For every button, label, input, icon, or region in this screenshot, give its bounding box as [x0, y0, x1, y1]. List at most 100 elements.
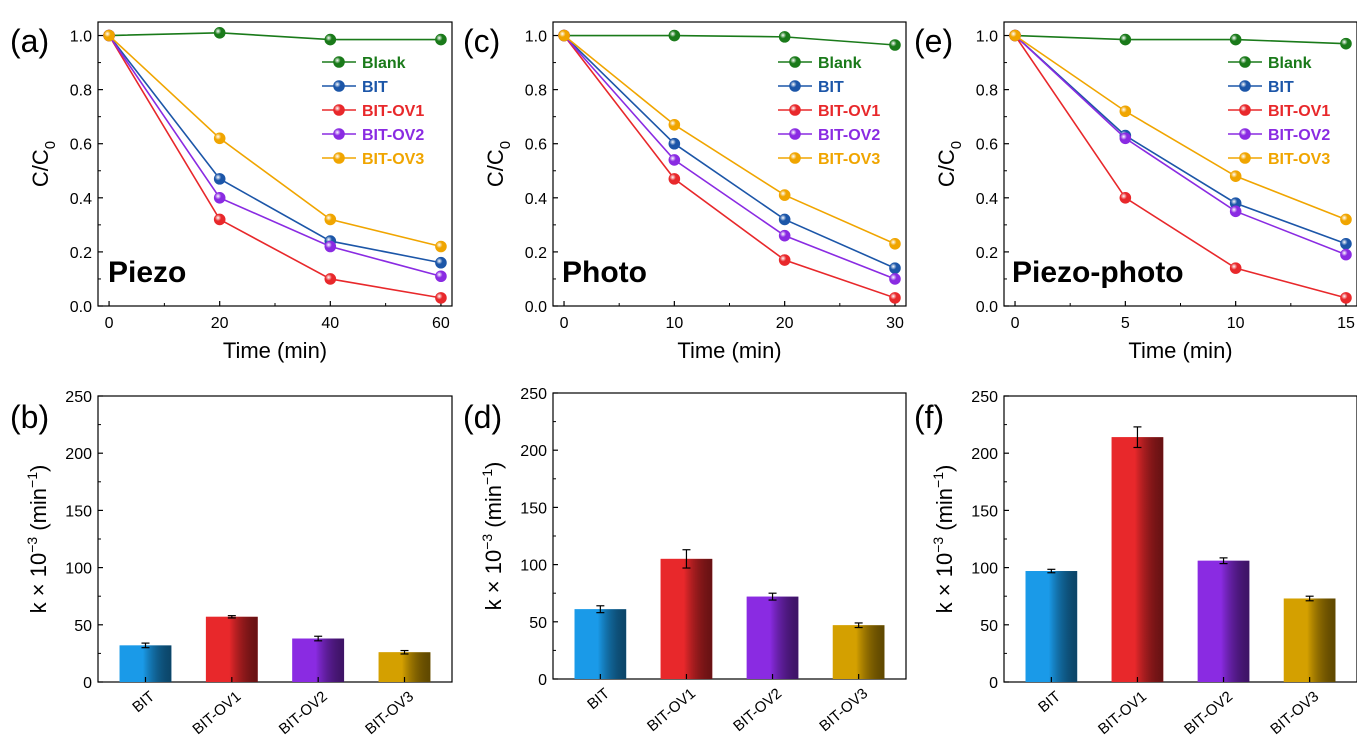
x-tick-label: 0	[1011, 315, 1020, 332]
legend-label: BIT-OV2	[818, 127, 880, 144]
data-point	[1340, 292, 1352, 304]
series-line-BIT-OV1	[1014, 35, 1347, 299]
legend-label: BIT	[818, 79, 844, 96]
data-point	[1229, 262, 1242, 274]
data-point	[778, 31, 791, 43]
condition-label: Photo	[562, 256, 647, 289]
legend-label: BIT-OV2	[362, 127, 424, 144]
y-tick-label: 0.2	[976, 245, 998, 262]
bar-panel-f: 0 50 100 150 200 250 BIT BIT-OV1 BIT-OV2 BIT-OV3 k…	[914, 389, 1357, 738]
y-tick-label: 250	[65, 389, 92, 406]
series-line-BIT-OV2	[1014, 34, 1347, 256]
series-line-BIT	[563, 34, 896, 269]
data-point	[1340, 213, 1352, 226]
condition-label: Piezo	[108, 256, 186, 289]
data-point	[889, 292, 901, 304]
panel-letter: (c)	[463, 23, 500, 59]
bar-panel-d: 0 50 100 150 200 250 BIT BIT-OV1 BIT-OV2 BIT-OV3 k…	[463, 386, 907, 735]
data-point	[1340, 37, 1352, 50]
line-panel-a: 0.0 0.2 0.4 0.6 0.8 1.0 0 20 40 60 Time (min) C/C0 (…	[10, 21, 453, 363]
x-tick-label: 0	[105, 315, 114, 332]
x-axis-title: Time (min)	[223, 338, 327, 363]
x-category-label: BIT-OV3	[362, 688, 417, 738]
series-line-BIT-OV2	[108, 35, 442, 278]
y-tick-label: 50	[74, 618, 92, 635]
y-tick-label: 0.6	[70, 137, 92, 154]
data-point	[103, 29, 115, 42]
y-tick-label: 0	[989, 675, 998, 692]
y-tick-label: 150	[520, 500, 547, 517]
series-line-BIT-OV2	[563, 34, 896, 280]
x-category-label: BIT-OV3	[1267, 688, 1322, 738]
data-point	[778, 254, 791, 266]
data-point	[435, 270, 447, 283]
legend-marker	[789, 56, 801, 68]
y-tick-label: 0.2	[70, 245, 92, 262]
data-point	[889, 262, 901, 274]
data-point	[1229, 170, 1242, 182]
x-category-label: BIT	[584, 685, 613, 713]
line-panel-c: 0.0 0.2 0.4 0.6 0.8 1.0 0 10 20 30 Time (min) C/C0 (…	[463, 21, 907, 363]
legend-marker	[789, 128, 801, 140]
x-category-label: BIT-OV2	[1181, 688, 1236, 738]
bar-BIT-OV1	[660, 558, 713, 679]
data-point	[1119, 192, 1132, 204]
y-tick-label: 1.0	[525, 29, 547, 46]
data-point	[668, 29, 681, 42]
x-category-label: BIT-OV2	[730, 685, 785, 735]
legend-marker	[1239, 56, 1251, 68]
bar-BIT-OV1	[1111, 437, 1164, 682]
y-tick-label: 1.0	[70, 29, 92, 46]
y-tick-label: 0.8	[976, 83, 998, 100]
bar-BIT-OV2	[292, 638, 345, 682]
data-point	[435, 240, 447, 253]
legend-label: BIT-OV3	[1268, 151, 1330, 168]
data-point	[889, 39, 901, 51]
series-line-Blank	[1015, 34, 1346, 45]
series-line-Blank	[109, 32, 441, 41]
data-point	[213, 132, 226, 145]
x-tick-label: 40	[321, 315, 339, 332]
bar-BIT	[574, 609, 627, 679]
y-tick-label: 50	[980, 618, 998, 635]
bar-BIT	[1025, 571, 1078, 682]
bar-panel-b: 0 50 100 150 200 250 BIT BIT-OV1 BIT-OV2 BIT-OV3 k…	[10, 389, 453, 738]
legend-label: BIT-OV1	[362, 103, 424, 120]
legend-label: Blank	[362, 55, 406, 72]
data-point	[1340, 237, 1352, 250]
y-tick-label: 0.6	[525, 137, 547, 154]
data-point	[778, 213, 791, 226]
data-point	[1119, 132, 1132, 145]
data-point	[1119, 33, 1132, 46]
data-point	[435, 33, 447, 46]
y-tick-label: 50	[529, 615, 547, 632]
data-point	[558, 29, 570, 42]
y-tick-label: 0.0	[525, 299, 547, 316]
data-point	[1340, 248, 1352, 261]
series-line-BIT-OV3	[563, 34, 896, 245]
y-tick-label: 0.2	[525, 245, 547, 262]
x-tick-label: 15	[1337, 315, 1355, 332]
data-point	[778, 189, 791, 201]
x-tick-label: 10	[665, 315, 683, 332]
data-point	[435, 256, 447, 269]
legend-marker	[333, 56, 345, 68]
legend-marker	[1239, 80, 1251, 92]
x-category-label: BIT-OV1	[644, 685, 699, 735]
data-point	[324, 273, 337, 285]
y-tick-label: 250	[520, 386, 547, 403]
x-tick-label: 0	[560, 315, 569, 332]
data-point	[324, 240, 337, 253]
bar-BIT-OV3	[1283, 598, 1336, 682]
x-category-label: BIT	[129, 688, 158, 716]
y-tick-label: 0.4	[70, 191, 92, 208]
data-point	[213, 213, 226, 226]
data-point	[889, 237, 901, 250]
legend-label: BIT	[362, 79, 388, 96]
legend-marker	[333, 80, 345, 92]
y-tick-label: 150	[65, 503, 92, 520]
series-line-BIT-OV1	[563, 35, 896, 299]
data-point	[668, 173, 681, 185]
x-axis-title: Time (min)	[1128, 338, 1232, 363]
data-point	[1229, 33, 1242, 46]
